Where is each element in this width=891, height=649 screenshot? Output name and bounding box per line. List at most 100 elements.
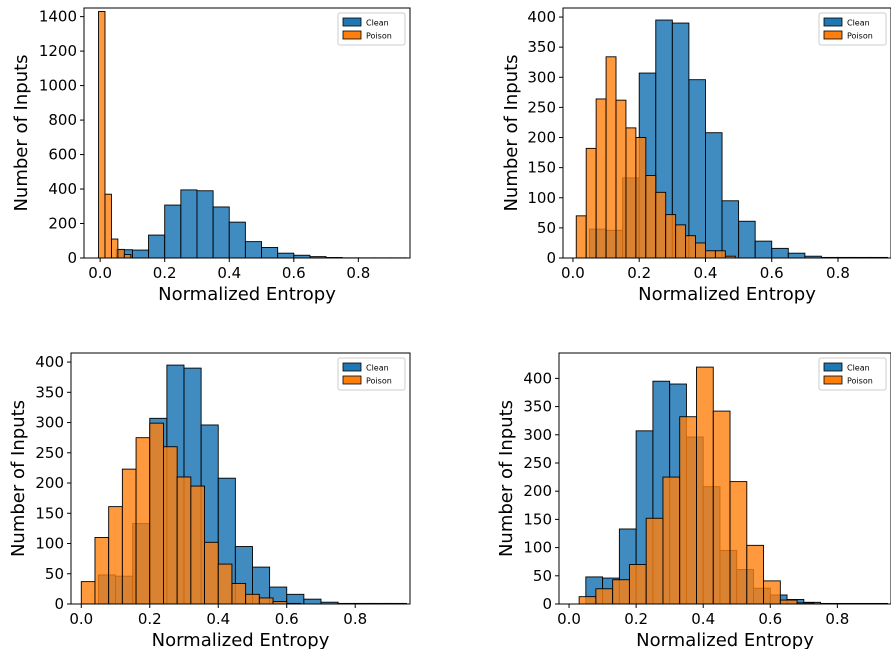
bar-poison xyxy=(595,588,614,605)
y-tick-label: 1200 xyxy=(39,42,77,60)
x-tick-label: 0.8 xyxy=(343,610,367,628)
y-tick-label: 300 xyxy=(35,414,64,432)
bar-clean xyxy=(771,247,789,259)
bar-poison xyxy=(665,214,677,259)
x-tick-label: 0.6 xyxy=(282,264,306,282)
y-tick-label: 250 xyxy=(523,454,552,472)
x-tick-label: 0.2 xyxy=(138,610,162,628)
x-axis-label: Normalized Entropy xyxy=(158,284,336,305)
y-tick-label: 100 xyxy=(523,539,552,557)
bar-clean xyxy=(148,234,166,259)
bar-poison xyxy=(123,254,132,259)
x-tick-label: 0.2 xyxy=(627,264,651,282)
legend-swatch-poison xyxy=(342,375,362,385)
x-tick-label: 0.6 xyxy=(275,610,299,628)
y-tick-label: 400 xyxy=(35,353,64,371)
legend-label-clean: Clean xyxy=(847,19,870,28)
histogram-panel-top-left: 0.0 0.2 0.4 0.6 0.8 0 200 400 600 800 1000 1200 1400… xyxy=(11,7,411,305)
y-tick-label: 1400 xyxy=(39,8,77,26)
bar-poison xyxy=(615,99,627,259)
axes-frame xyxy=(558,352,891,605)
bar-poison xyxy=(204,541,219,605)
legend-label-clean: Clean xyxy=(366,364,389,373)
legend-label-poison: Poison xyxy=(847,377,873,386)
bar-poison xyxy=(80,581,96,605)
legend-label-poison: Poison xyxy=(366,32,392,41)
x-tick-label: 0.2 xyxy=(624,610,648,628)
bar-clean xyxy=(212,206,230,259)
y-tick-label: 250 xyxy=(35,444,64,462)
legend-swatch-poison xyxy=(823,30,843,40)
bar-poison xyxy=(258,597,274,605)
x-tick-label: 0.0 xyxy=(561,264,585,282)
bar-poison xyxy=(575,215,587,259)
y-tick-label: 300 xyxy=(527,68,556,86)
x-tick-label: 0.2 xyxy=(153,264,177,282)
legend: Clean Poison xyxy=(818,357,887,391)
y-tick-label: 800 xyxy=(48,111,77,129)
y-tick-label: 350 xyxy=(523,398,552,416)
x-tick-label: 0.8 xyxy=(826,264,850,282)
bar-poison xyxy=(135,437,151,605)
x-tick-label: 0.4 xyxy=(691,610,715,628)
bar-clean xyxy=(196,190,214,259)
y-tick-label: 400 xyxy=(48,180,77,198)
legend-label-clean: Clean xyxy=(847,364,870,373)
legend-swatch-clean xyxy=(342,362,362,372)
legend-swatch-clean xyxy=(342,17,362,27)
y-axis-label: Number of Inputs xyxy=(496,400,517,557)
x-tick-label: 0.4 xyxy=(694,264,718,282)
bar-clean xyxy=(754,240,773,259)
bar-poison xyxy=(110,238,119,259)
axes-frame xyxy=(70,352,411,605)
x-tick-label: 0.0 xyxy=(88,264,112,282)
bar-poison xyxy=(779,599,798,605)
legend: Clean Poison xyxy=(337,357,406,391)
y-tick-label: 200 xyxy=(523,482,552,500)
bar-poison xyxy=(645,517,664,605)
bar-poison xyxy=(578,596,597,605)
bar-poison xyxy=(595,98,607,259)
y-axis-label: Number of Inputs xyxy=(11,54,32,211)
bar-poison xyxy=(628,564,647,605)
legend-label-poison: Poison xyxy=(847,32,873,41)
y-tick-label: 150 xyxy=(527,159,556,177)
y-tick-label: 100 xyxy=(35,535,64,553)
legend-label-clean: Clean xyxy=(366,19,389,28)
legend: Clean Poison xyxy=(818,12,887,46)
y-tick-label: 400 xyxy=(527,8,556,26)
y-tick-label: 50 xyxy=(537,219,556,237)
bar-clean xyxy=(131,249,150,259)
x-tick-label: 0.8 xyxy=(346,264,370,282)
bar-poison xyxy=(705,250,716,259)
bar-poison xyxy=(675,224,687,259)
y-tick-label: 300 xyxy=(523,426,552,444)
bar-poison xyxy=(163,446,178,605)
y-tick-label: 350 xyxy=(35,383,64,401)
series-poison-bars xyxy=(80,422,301,605)
x-axis-label: Normalized Entropy xyxy=(152,630,330,649)
bar-poison xyxy=(245,593,260,605)
x-tick-label: 0.4 xyxy=(206,610,230,628)
y-tick-label: 150 xyxy=(523,510,552,528)
bar-clean xyxy=(721,200,740,259)
bar-clean xyxy=(228,221,246,259)
legend-swatch-clean xyxy=(823,17,843,27)
bar-clean xyxy=(705,132,723,259)
bar-clean xyxy=(277,252,295,259)
bar-clean xyxy=(244,241,262,259)
x-tick-label: 0.8 xyxy=(825,610,849,628)
bar-poison xyxy=(121,468,137,605)
x-tick-label: 0.4 xyxy=(217,264,241,282)
x-tick-label: 0.0 xyxy=(69,610,93,628)
y-tick-label: 400 xyxy=(523,369,552,387)
bar-poison xyxy=(635,137,647,259)
bar-poison xyxy=(714,250,726,259)
bar-poison xyxy=(695,242,706,259)
bar-poison xyxy=(655,191,667,259)
bar-poison xyxy=(98,10,106,259)
x-axis-label: Normalized Entropy xyxy=(638,284,816,305)
y-tick-label: 0 xyxy=(546,249,556,267)
bar-poison xyxy=(625,127,637,259)
